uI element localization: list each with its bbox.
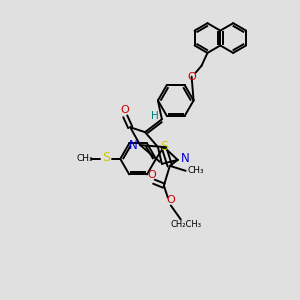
Text: O: O — [148, 170, 156, 180]
Text: N: N — [129, 139, 137, 152]
Text: CH₃: CH₃ — [76, 154, 93, 164]
Text: CH₂CH₃: CH₂CH₃ — [170, 220, 201, 229]
Text: N: N — [181, 152, 190, 165]
Text: H: H — [151, 111, 159, 121]
Text: CH₃: CH₃ — [187, 166, 204, 175]
Text: S: S — [102, 152, 110, 164]
Text: O: O — [167, 194, 175, 205]
Text: S: S — [160, 140, 168, 152]
Text: O: O — [121, 105, 130, 116]
Text: O: O — [187, 72, 196, 82]
